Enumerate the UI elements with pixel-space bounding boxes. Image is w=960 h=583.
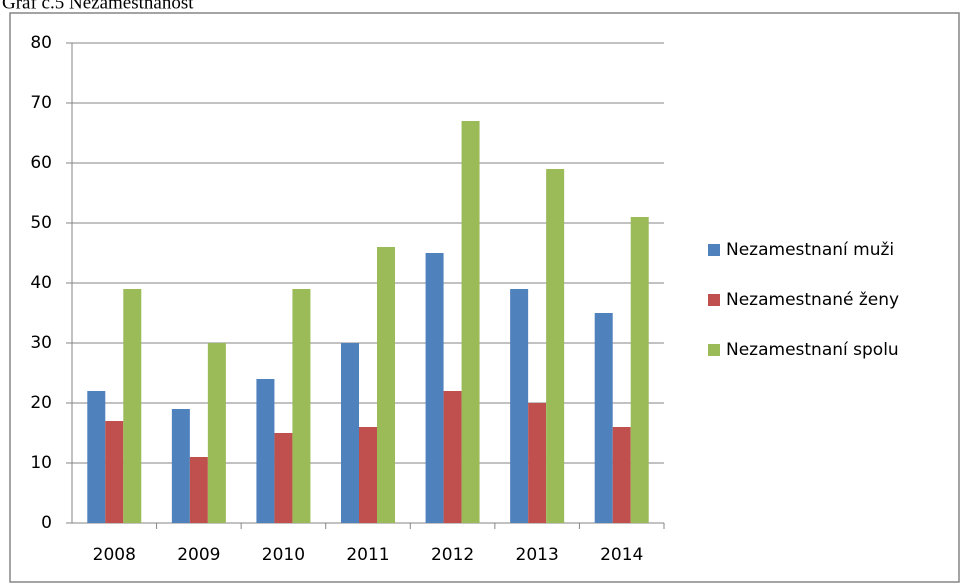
chart-border bbox=[9, 12, 960, 583]
y-tick-label: 10 bbox=[30, 453, 52, 473]
x-tick-label: 2009 bbox=[177, 545, 220, 565]
bar bbox=[123, 289, 142, 523]
bar bbox=[274, 433, 293, 523]
legend-swatch bbox=[708, 244, 720, 256]
legend-label: Nezamestnaní muži bbox=[726, 240, 894, 260]
bar bbox=[425, 253, 444, 523]
legend-swatch bbox=[708, 294, 720, 306]
bar bbox=[207, 343, 226, 523]
y-tick-label: 30 bbox=[30, 333, 52, 353]
y-tick-label: 50 bbox=[30, 213, 52, 233]
bar bbox=[443, 391, 462, 523]
x-tick-label: 2014 bbox=[600, 545, 643, 565]
bar bbox=[105, 421, 124, 523]
bar bbox=[461, 121, 480, 523]
x-tick-label: 2008 bbox=[93, 545, 136, 565]
bar bbox=[377, 247, 395, 523]
y-tick-label: 0 bbox=[41, 513, 52, 533]
bar bbox=[256, 379, 275, 523]
y-tick-label: 40 bbox=[30, 273, 52, 293]
x-tick-label: 2012 bbox=[431, 545, 474, 565]
legend-label: Nezamestnané ženy bbox=[726, 290, 899, 310]
bar bbox=[359, 427, 377, 523]
y-tick-label: 70 bbox=[30, 93, 52, 113]
bar bbox=[341, 343, 359, 523]
bar bbox=[87, 391, 106, 523]
bar bbox=[510, 289, 529, 523]
bar bbox=[528, 403, 547, 523]
x-tick-label: 2013 bbox=[516, 545, 559, 565]
bar bbox=[292, 289, 311, 523]
y-tick-label: 60 bbox=[30, 153, 52, 173]
bar bbox=[630, 217, 649, 523]
bar bbox=[594, 313, 613, 523]
chart-title: Graf č.5 Nezamestnanosť bbox=[2, 0, 196, 13]
bar bbox=[546, 169, 565, 523]
bar bbox=[612, 427, 631, 523]
legend-label: Nezamestnaní spolu bbox=[726, 340, 899, 360]
legend-swatch bbox=[708, 344, 720, 356]
y-tick-label: 80 bbox=[30, 33, 52, 53]
x-tick-label: 2011 bbox=[346, 545, 389, 565]
bar bbox=[189, 457, 208, 523]
x-tick-label: 2010 bbox=[262, 545, 305, 565]
bar bbox=[171, 409, 190, 523]
y-tick-label: 20 bbox=[30, 393, 52, 413]
